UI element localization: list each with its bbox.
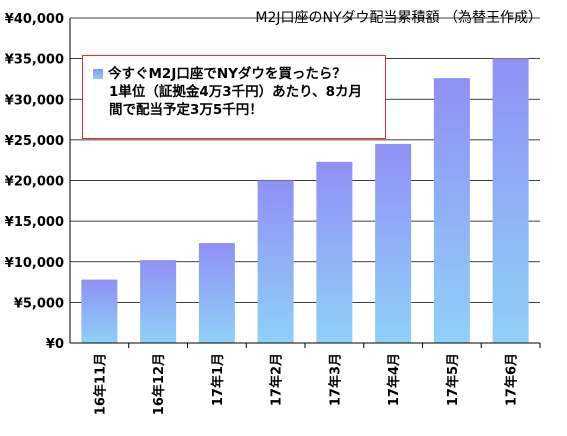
x-tick-label: 17年4月 [386, 353, 402, 406]
y-tick-label: ¥25,000 [5, 134, 64, 149]
chart-title: M2J口座のNYダウ配当累積額 （為替王作成） [255, 10, 542, 26]
y-tick-label: ¥30,000 [5, 93, 64, 108]
y-tick-label: ¥10,000 [5, 256, 64, 271]
annotation-line-3: 間で配当予定3万5千円！ [109, 102, 263, 118]
x-tick-label: 16年12月 [151, 353, 167, 415]
y-tick-label: ¥0 [46, 337, 64, 352]
y-tick-label: ¥15,000 [5, 215, 64, 230]
y-tick-label: ¥40,000 [5, 12, 64, 27]
bar-4 [257, 180, 294, 343]
annotation-line-1: 今すぐM2J口座でNYダウを買ったら？ [93, 65, 375, 83]
annotation-line-2: 1単位（証拠金4万3千円）あたり、8カ月 [109, 84, 363, 100]
x-tick-label: 17年5月 [445, 353, 461, 406]
legend-marker-icon [93, 69, 103, 79]
annotation-box: 今すぐM2J口座でNYダウを買ったら？ 1単位（証拠金4万3千円）あたり、8カ月… [82, 55, 386, 139]
x-tick-label: 17年6月 [504, 353, 520, 406]
bar-1 [81, 279, 118, 343]
bar-3 [198, 243, 235, 343]
y-tick-label: ¥20,000 [5, 175, 64, 190]
x-tick-label: 17年1月 [210, 353, 226, 406]
x-tick-label: 17年3月 [327, 353, 343, 406]
y-tick-label: ¥35,000 [5, 53, 64, 68]
annotation-text-1: 今すぐM2J口座でNYダウを買ったら？ [108, 66, 346, 82]
y-tick-label: ¥5,000 [14, 296, 64, 311]
x-tick-label: 17年2月 [269, 353, 285, 406]
bar-2 [140, 260, 177, 343]
x-tick-label: 16年11月 [92, 353, 108, 415]
bar-8 [492, 58, 529, 343]
bar-5 [316, 161, 353, 343]
bar-7 [433, 78, 470, 343]
bar-6 [375, 143, 412, 343]
